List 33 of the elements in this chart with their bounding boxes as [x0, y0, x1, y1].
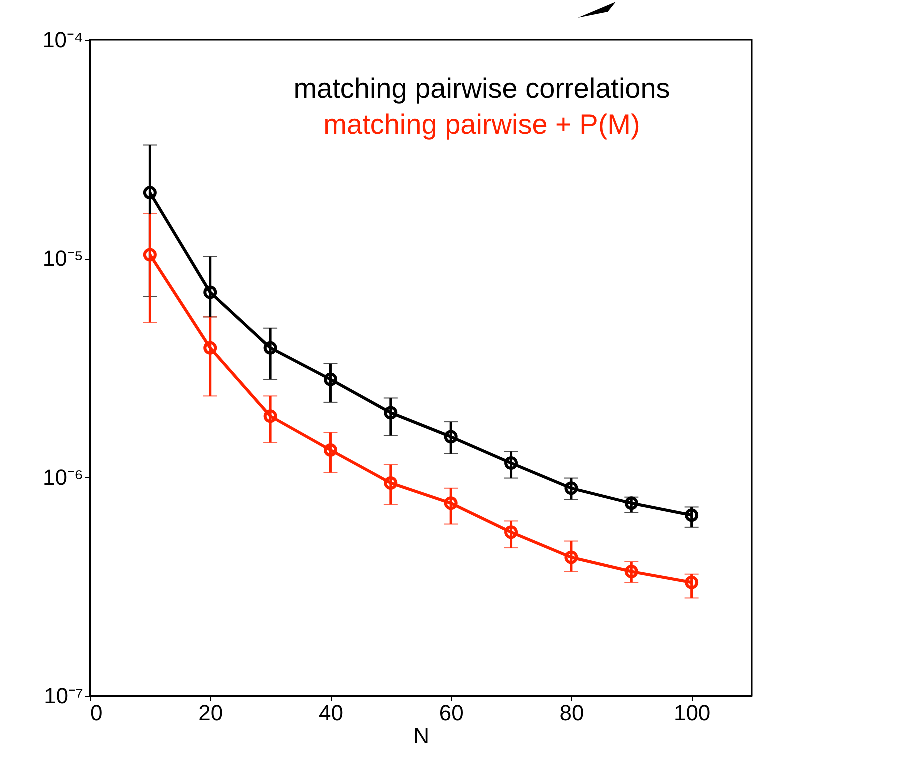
x-tick-label: 40 — [318, 700, 344, 726]
point — [143, 186, 157, 200]
point — [324, 372, 338, 386]
point — [444, 430, 458, 444]
y-tick-label: 10⁻⁷ — [44, 684, 84, 708]
point — [444, 496, 458, 510]
text: matching pairwise + P(M) — [324, 109, 640, 140]
point — [685, 508, 699, 522]
x-axis-title: N — [414, 724, 430, 748]
point — [264, 341, 278, 355]
point — [264, 410, 278, 424]
x-tick-label: 80 — [560, 700, 584, 726]
y-tick-label: 10⁻⁵ — [42, 246, 84, 272]
point — [504, 526, 518, 540]
x-tick-label: 0 — [90, 700, 103, 726]
point — [504, 456, 518, 470]
point — [384, 476, 398, 490]
point — [324, 444, 338, 457]
point — [143, 248, 157, 262]
point — [384, 406, 398, 420]
point — [685, 576, 699, 590]
y-tick-label: 10⁻⁶ — [42, 464, 84, 490]
x-tick-label: 20 — [198, 700, 224, 726]
point — [204, 286, 218, 300]
point — [204, 341, 218, 355]
x-tick-label: 60 — [439, 700, 464, 726]
x-tick-label: 100 — [674, 700, 711, 726]
point — [564, 482, 578, 496]
y-tick-label: 10⁻⁴ — [42, 28, 84, 52]
text: matching pairwise correlations — [294, 73, 670, 104]
point — [624, 496, 638, 510]
point — [564, 550, 578, 564]
point — [624, 565, 638, 578]
